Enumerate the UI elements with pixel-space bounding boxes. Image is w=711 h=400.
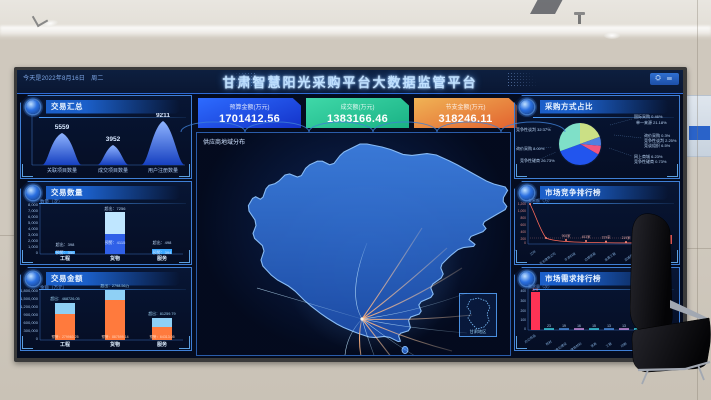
svg-text:8,000: 8,000 — [28, 202, 39, 207]
svg-text:家具: 家具 — [589, 340, 598, 348]
svg-text:1,000: 1,000 — [518, 209, 526, 213]
svg-text:1,500,000: 1,500,000 — [20, 296, 39, 301]
svg-text:天水建筑公司: 天水建筑公司 — [538, 251, 557, 266]
svg-text:2,000: 2,000 — [28, 238, 39, 243]
svg-text:4,000: 4,000 — [28, 226, 39, 231]
svg-text:耗材: 耗材 — [544, 338, 553, 346]
svg-text:预警：887599.14: 预警：887599.14 — [101, 334, 128, 339]
svg-text:400: 400 — [520, 230, 526, 234]
svg-text:超出：398: 超出：398 — [56, 241, 75, 247]
svg-text:23: 23 — [547, 324, 551, 328]
svg-text:13: 13 — [622, 324, 626, 328]
svg-text:3952: 3952 — [106, 136, 121, 143]
svg-text:预警：64313.05: 预警：64313.05 — [149, 334, 174, 339]
svg-text:竞谈组织 6.5%: 竞谈组织 6.5% — [644, 142, 671, 148]
svg-text:预警：4115: 预警：4115 — [105, 239, 126, 245]
svg-text:800: 800 — [520, 216, 526, 220]
svg-text:5,000: 5,000 — [28, 220, 39, 225]
svg-text:预警：394: 预警：394 — [153, 249, 172, 255]
svg-text:1,000: 1,000 — [28, 244, 39, 249]
svg-text:工程: 工程 — [604, 340, 613, 348]
svg-text:400: 400 — [520, 289, 526, 293]
svg-text:用户注册数量: 用户注册数量 — [148, 167, 178, 174]
svg-text:15: 15 — [592, 324, 596, 328]
svg-text:信息化建设: 信息化建设 — [552, 340, 569, 354]
svg-text:单一来源 21.18%: 单一来源 21.18% — [636, 119, 667, 125]
svg-text:900,000: 900,000 — [24, 312, 39, 317]
svg-text:100: 100 — [520, 318, 526, 322]
svg-text:300: 300 — [520, 299, 526, 303]
svg-text:1,200,000: 1,200,000 — [20, 304, 39, 309]
svg-text:200: 200 — [520, 309, 526, 313]
svg-text:服务: 服务 — [157, 255, 168, 262]
svg-text:0: 0 — [36, 250, 39, 255]
svg-text:超出：7256: 超出：7256 — [105, 205, 127, 211]
svg-text:6,000: 6,000 — [28, 214, 39, 219]
svg-text:工程: 工程 — [60, 255, 70, 262]
svg-text:白银贸易: 白银贸易 — [583, 251, 596, 262]
svg-text:办公用品: 办公用品 — [523, 333, 536, 344]
svg-text:竞争性磋商 26.73%: 竞争性磋商 26.73% — [520, 157, 555, 163]
svg-text:16: 16 — [577, 324, 581, 328]
svg-text:600: 600 — [520, 223, 526, 227]
svg-text:预警：350: 预警：350 — [56, 249, 75, 255]
svg-text:数量（次）: 数量（次） — [40, 198, 63, 205]
svg-text:平凉科技: 平凉科技 — [563, 250, 577, 262]
svg-text:交易额（万）: 交易额（万） — [528, 197, 552, 203]
svg-text:9211: 9211 — [156, 113, 170, 119]
svg-text:1,200: 1,200 — [518, 202, 526, 206]
svg-text:预警：279960.25: 预警：279960.25 — [51, 334, 78, 339]
svg-text:关联项目数量: 关联项目数量 — [47, 167, 77, 174]
svg-text:货物: 货物 — [110, 341, 120, 348]
svg-text:兰州: 兰州 — [528, 249, 536, 257]
svg-text:货物: 货物 — [110, 255, 120, 262]
svg-text:超出：2798.56万: 超出：2798.56万 — [101, 284, 130, 288]
svg-text:金额（万元）: 金额（万元） — [40, 284, 67, 291]
svg-text:0: 0 — [36, 336, 39, 341]
svg-text:453家: 453家 — [582, 234, 592, 239]
svg-text:7,000: 7,000 — [28, 208, 39, 213]
svg-text:询价采购 8.00%: 询价采购 8.00% — [516, 145, 545, 151]
svg-text:1,800,000: 1,800,000 — [20, 288, 39, 293]
svg-text:金昌工程: 金昌工程 — [603, 250, 617, 262]
svg-text:竞争性谈判 32.37%: 竞争性谈判 32.37% — [516, 126, 551, 132]
svg-text:印刷: 印刷 — [619, 341, 627, 349]
svg-text:超出：81259.79: 超出：81259.79 — [148, 311, 175, 316]
svg-text:3,000: 3,000 — [28, 232, 39, 237]
svg-text:超出：498: 超出：498 — [153, 239, 172, 245]
svg-text:300,000: 300,000 — [24, 328, 39, 333]
svg-text:建筑材料: 建筑材料 — [569, 340, 583, 352]
svg-text:379: 379 — [532, 288, 538, 292]
svg-text:319家: 319家 — [602, 235, 612, 240]
svg-text:19: 19 — [562, 324, 566, 328]
svg-text:成交项目数量: 成交项目数量 — [98, 167, 128, 174]
svg-text:0: 0 — [524, 241, 526, 245]
svg-text:竞争性磋商 0.73%: 竞争性磋商 0.73% — [634, 158, 667, 164]
svg-text:908家: 908家 — [562, 233, 572, 238]
svg-text:国际采购 0.46%: 国际采购 0.46% — [634, 113, 663, 119]
svg-text:超出：468726.05: 超出：468726.05 — [50, 296, 79, 301]
svg-text:工程: 工程 — [60, 341, 70, 348]
svg-text:600,000: 600,000 — [24, 320, 39, 325]
svg-text:0: 0 — [524, 327, 526, 331]
svg-text:服务: 服务 — [157, 341, 168, 348]
svg-text:13: 13 — [607, 324, 611, 328]
svg-text:5559: 5559 — [55, 124, 70, 131]
